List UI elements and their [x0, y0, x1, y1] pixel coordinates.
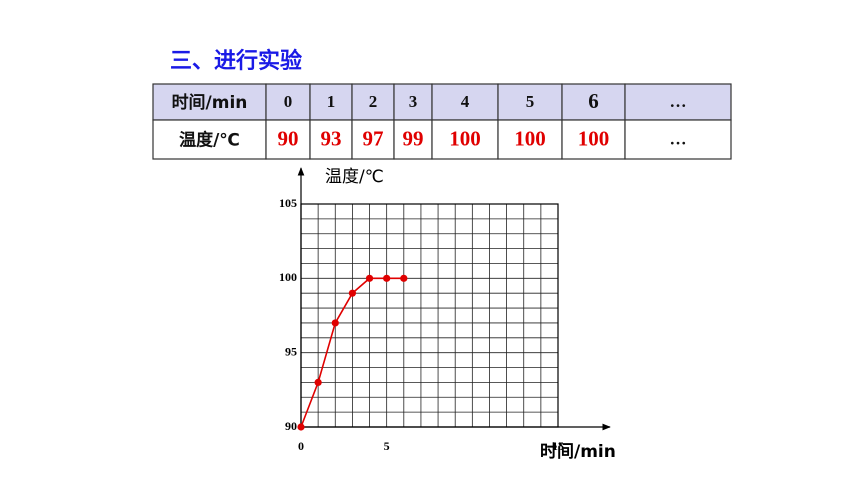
table-cell [265, 83, 311, 121]
table-cell [309, 119, 353, 160]
data-point [331, 319, 339, 327]
y-tick-label: 90 [285, 419, 297, 433]
data-point [348, 289, 356, 297]
table-cell [152, 83, 267, 121]
y-tick-label: 105 [279, 196, 297, 210]
table-value: 100 [514, 126, 546, 150]
table-cell [497, 119, 563, 160]
table-cell [351, 119, 395, 160]
table-value: 2 [369, 92, 378, 111]
table-cell [393, 119, 433, 160]
x-tick-label: 5 [384, 439, 390, 453]
x-axis-label: 时间/min [540, 441, 616, 462]
table-value: 5 [526, 92, 535, 111]
table-cell [152, 119, 267, 160]
table-value: 90 [278, 126, 299, 150]
y-tick-label: 100 [279, 270, 297, 284]
table-value: 0 [284, 92, 293, 111]
data-point [365, 274, 374, 282]
data-point [314, 378, 322, 386]
table-value: 97 [363, 126, 384, 150]
x-tick-label: 15 [552, 439, 564, 453]
table-value: 1 [327, 92, 336, 111]
table-value: 6 [588, 89, 599, 113]
table-value: 100 [578, 126, 610, 150]
table-value: 4 [461, 92, 470, 111]
table-cell [561, 119, 626, 160]
data-point [400, 274, 408, 282]
table-cell [561, 83, 626, 121]
table-cell [431, 83, 499, 121]
table-value: 93 [321, 126, 342, 150]
row-header: 温度/℃ [179, 130, 240, 151]
data-point [383, 274, 391, 282]
data-point [297, 423, 305, 431]
table-value: 100 [449, 126, 481, 150]
table-value: … [670, 129, 687, 148]
x-tick-label: 0 [298, 439, 304, 453]
y-tick-label: 95 [285, 344, 297, 358]
table-value: 99 [403, 126, 424, 150]
row-header: 时间/min [172, 92, 248, 113]
table-value: 3 [409, 92, 418, 111]
y-axis-label: 温度/℃ [325, 167, 384, 187]
heading: 三、进行实验 [170, 48, 302, 74]
table-cell [624, 119, 732, 160]
table-value: … [670, 92, 687, 111]
